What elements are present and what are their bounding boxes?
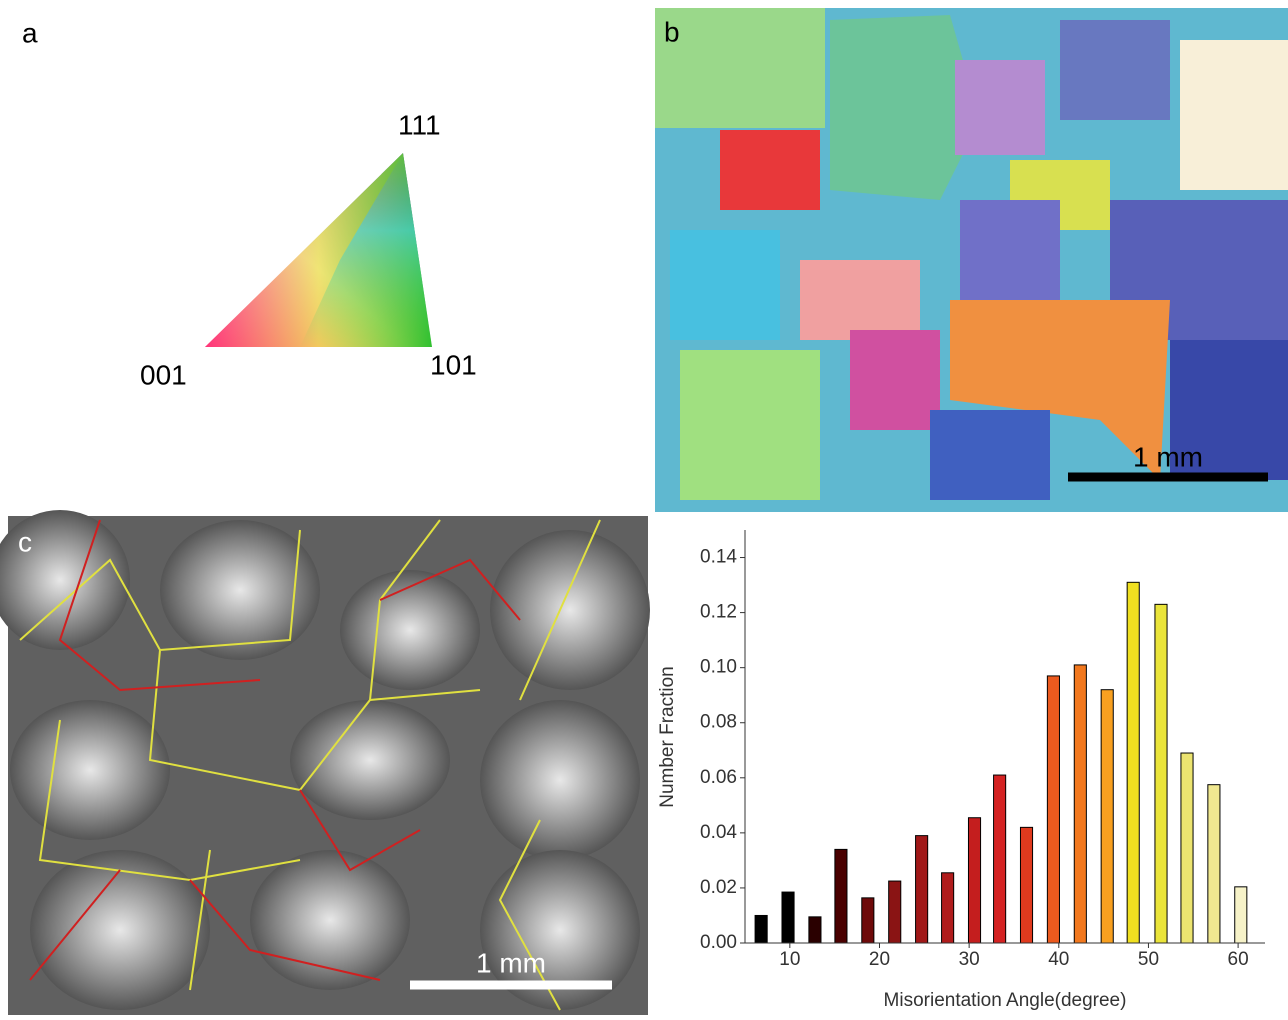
panel-label: c <box>18 526 32 557</box>
x-tick-label: 10 <box>779 949 800 970</box>
x-tick-label: 50 <box>1138 949 1159 970</box>
bar <box>1074 665 1086 943</box>
x-axis-label: Misorientation Angle(degree) <box>884 990 1127 1011</box>
bar <box>862 898 874 943</box>
bar <box>835 849 847 943</box>
y-tick-label: 0.12 <box>700 602 737 623</box>
grain <box>490 530 650 690</box>
panel-label: b <box>664 16 680 47</box>
vertex-label: 101 <box>430 349 477 380</box>
grain <box>10 700 170 840</box>
bar <box>809 917 821 943</box>
grain <box>955 60 1045 155</box>
y-tick-label: 0.02 <box>700 877 737 898</box>
panel-label: a <box>22 17 38 48</box>
vertex-label: 111 <box>398 109 441 140</box>
bar <box>968 818 980 943</box>
bar <box>889 881 901 943</box>
y-tick-label: 0.08 <box>700 712 737 733</box>
y-axis-label: Number Fraction <box>657 666 678 808</box>
y-tick-label: 0.06 <box>700 767 737 788</box>
grain <box>960 200 1060 300</box>
grain <box>1180 40 1288 190</box>
bar <box>1181 753 1193 943</box>
grain <box>930 410 1050 500</box>
grain <box>800 260 920 340</box>
bar <box>1235 887 1247 943</box>
grain <box>680 350 820 500</box>
histogram: Misorientation Angle(degree) Number Frac… <box>657 530 1265 1011</box>
grain <box>30 850 210 1010</box>
x-tick-label: 30 <box>959 949 980 970</box>
bar <box>942 873 954 943</box>
panel-b: 1 mm b <box>655 8 1288 512</box>
bar <box>1047 676 1059 943</box>
scale-label: 1 mm <box>1133 441 1203 472</box>
bar <box>1155 604 1167 943</box>
grain <box>160 520 320 660</box>
grain <box>340 570 480 690</box>
x-tick-label: 60 <box>1228 949 1249 970</box>
grain <box>720 130 820 210</box>
bar <box>994 775 1006 943</box>
grain <box>655 8 825 128</box>
grain <box>290 700 450 820</box>
grain <box>850 330 940 430</box>
bar <box>1101 690 1113 943</box>
bar <box>782 892 794 943</box>
grain <box>670 230 780 340</box>
bar <box>916 836 928 943</box>
bar <box>755 915 767 943</box>
y-tick-label: 0.10 <box>700 657 737 678</box>
x-tick-label: 40 <box>1048 949 1069 970</box>
bar <box>1127 582 1139 943</box>
scale-label: 1 mm <box>476 947 546 978</box>
panel-a: a 111 001 101 <box>22 17 477 390</box>
y-tick-label: 0.04 <box>700 822 737 843</box>
y-tick-label: 0.00 <box>700 932 737 953</box>
vertex-label: 001 <box>140 359 187 390</box>
grain <box>1060 20 1170 120</box>
grain <box>480 700 640 860</box>
bar <box>1020 827 1032 943</box>
figure: a 111 001 101 1 mm b <box>0 0 1288 1015</box>
panel-c: 1 mm c <box>0 510 650 1015</box>
x-tick-label: 20 <box>869 949 890 970</box>
bar <box>1208 785 1220 943</box>
y-tick-label: 0.14 <box>700 547 737 568</box>
